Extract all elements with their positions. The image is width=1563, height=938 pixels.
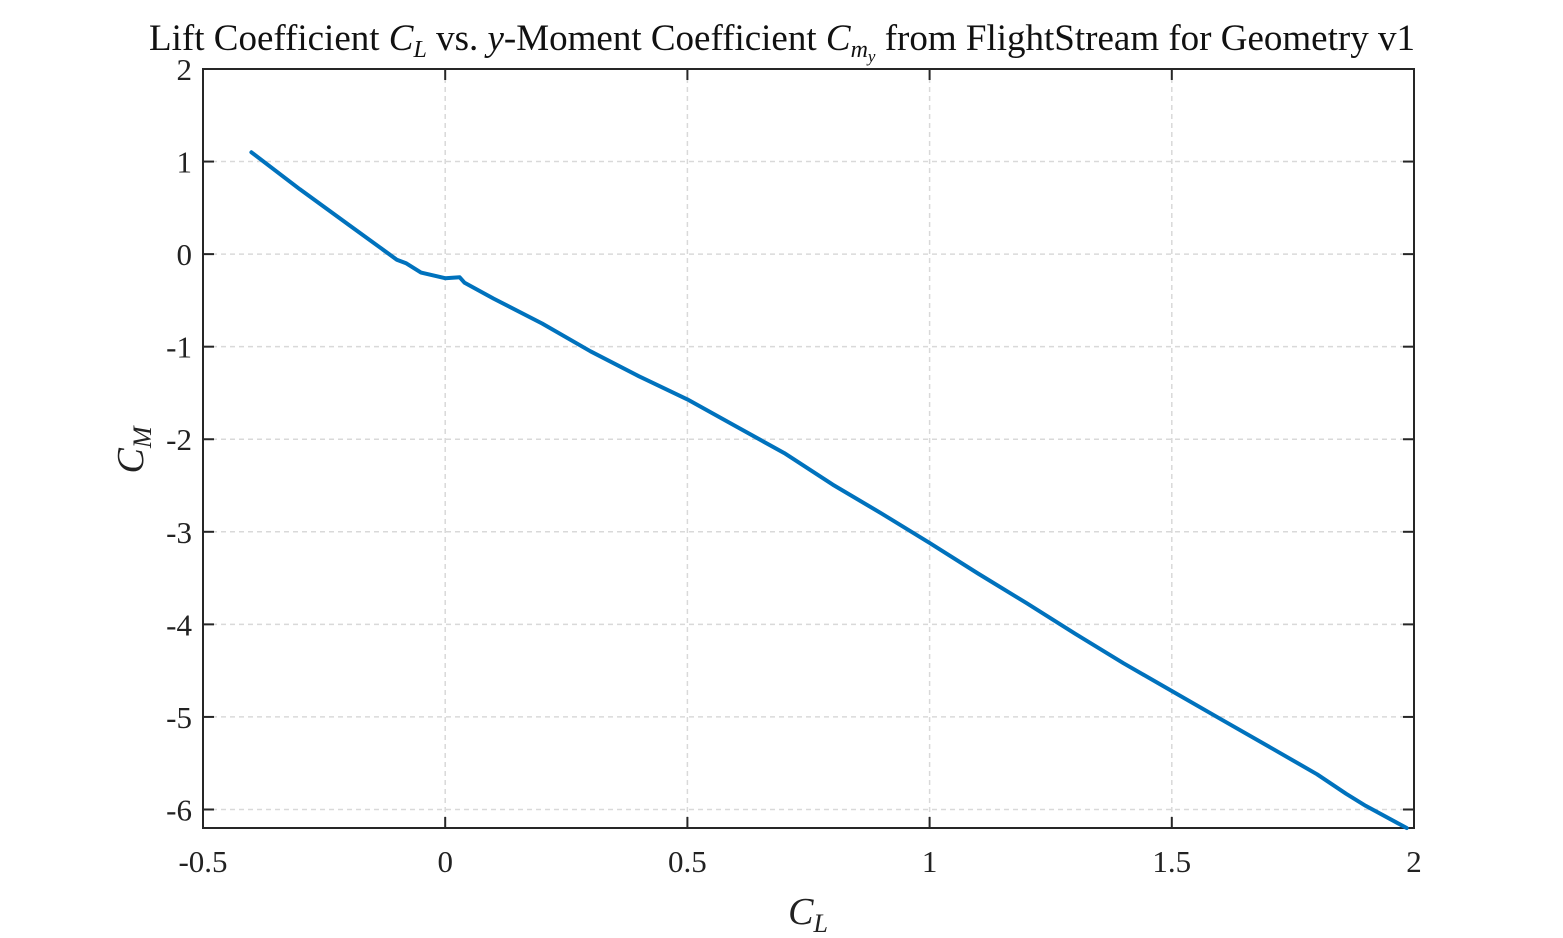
x-tick-label: 1.5 [1152,844,1191,879]
ticks [202,68,1415,828]
tick-labels: -0.5 0 0.5 1 1.5 2 2 1 0 -1 -2 -3 -4 -5 -6 [166,52,1422,879]
y-tick-label: -5 [166,700,192,735]
y-tick-label: 1 [177,145,193,180]
y-tick-label: 0 [177,237,193,272]
y-tick-label: -3 [166,515,192,550]
x-tick-label: -0.5 [178,844,227,879]
series-line [249,150,1409,830]
plot-frame [202,68,1415,829]
y-tick-label: -2 [166,422,192,457]
y-tick-label: -4 [166,607,192,642]
y-tick-label: -1 [166,330,192,365]
x-tick-label: 0.5 [668,844,707,879]
x-axis-label: CL [788,891,828,938]
x-tick-label: 2 [1406,844,1422,879]
x-tick-label: 0 [437,844,453,879]
y-axis-label: CM [110,425,157,473]
y-tick-label: -6 [166,792,192,827]
x-tick-label: 1 [922,844,938,879]
chart-title: Lift Coefficient CL vs. y-Moment Coeffic… [149,18,1415,66]
grid [203,69,1414,828]
y-tick-label: 2 [177,52,193,87]
